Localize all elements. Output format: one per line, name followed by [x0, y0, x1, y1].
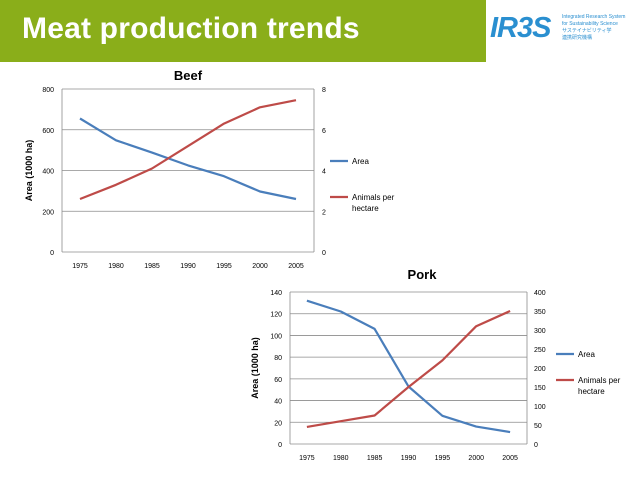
beef-y-axis-label: Area (1000 ha): [24, 140, 34, 202]
ir3s-logo: IR3S Integrated Research System for Sust…: [486, 0, 638, 62]
pork-y-tick-label: 80: [274, 355, 282, 362]
beef-legend-label-animals-per-hectare: hectare: [352, 204, 379, 213]
pork-legend-label-animals-per-hectare: hectare: [578, 387, 605, 396]
beef-x-tick-label: 1990: [180, 263, 196, 270]
pork-y-tick-label: 40: [274, 399, 282, 406]
logo-tagline-4: 連携研究機構: [562, 35, 593, 41]
beef-legend-label-animals-per-hectare: Animals per: [352, 193, 395, 202]
beef-y2-tick-label: 4: [322, 169, 326, 176]
pork-y2-tick-label: 100: [534, 404, 546, 411]
pork-x-tick-label: 1995: [435, 455, 451, 462]
pork-x-tick-label: 2000: [468, 455, 484, 462]
beef-x-tick-label: 2005: [288, 263, 304, 270]
beef-x-tick-label: 1980: [108, 263, 124, 270]
pork-x-tick-label: 1990: [401, 455, 417, 462]
pork-y-tick-label: 100: [270, 333, 282, 340]
pork-y-tick-label: 140: [270, 290, 282, 297]
beef-y-tick-label: 0: [50, 250, 54, 257]
logo-tagline-3: サステイナビリティ学: [562, 28, 612, 34]
beef-y2-tick-label: 6: [322, 128, 326, 135]
pork-legend-label-area: Area: [578, 350, 595, 359]
pork-y2-tick-label: 200: [534, 366, 546, 373]
pork-y2-tick-label: 0: [534, 442, 538, 449]
beef-x-tick-label: 1995: [216, 263, 232, 270]
beef-x-tick-label: 2000: [252, 263, 268, 270]
pork-y-tick-label: 60: [274, 377, 282, 384]
pork-series-area-line: [306, 299, 511, 434]
beef-x-tick-label: 1985: [144, 263, 160, 270]
beef-series-animals-per-hectare-line: [79, 99, 297, 201]
pork-chart-title: Pork: [408, 267, 438, 282]
beef-y2-tick-label: 8: [322, 87, 326, 94]
pork-y-tick-label: 0: [278, 442, 282, 449]
logo-tagline-2: for Sustainability Science: [562, 21, 618, 27]
beef-series-area-line: [79, 117, 297, 201]
beef-y2-tick-label: 2: [322, 209, 326, 216]
pork-y2-tick-label: 50: [534, 423, 542, 430]
pork-y-tick-label: 20: [274, 420, 282, 427]
logo-tagline-1: Integrated Research System: [562, 14, 626, 20]
pork-x-tick-label: 2005: [502, 455, 518, 462]
beef-y2-tick-label: 0: [322, 250, 326, 257]
beef-x-tick-label: 1975: [72, 263, 88, 270]
beef-legend-label-area: Area: [352, 157, 369, 166]
beef-y-tick-label: 200: [42, 209, 54, 216]
pork-y-axis-label: Area (1000 ha): [250, 337, 260, 399]
pork-y2-tick-label: 250: [534, 347, 546, 354]
beef-y-tick-label: 400: [42, 169, 54, 176]
pork-x-tick-label: 1980: [333, 455, 349, 462]
pork-y-tick-label: 120: [270, 312, 282, 319]
pork-series-animals-per-hectare-line: [306, 309, 511, 428]
beef-y-tick-label: 800: [42, 87, 54, 94]
pork-x-tick-label: 1985: [367, 455, 383, 462]
pork-x-tick-label: 1975: [299, 455, 315, 462]
pork-legend-label-animals-per-hectare: Animals per: [578, 376, 621, 385]
beef-y-tick-label: 600: [42, 128, 54, 135]
pork-y2-tick-label: 350: [534, 309, 546, 316]
logo-text: IR3S: [490, 12, 551, 44]
pork-y2-tick-label: 300: [534, 328, 546, 335]
title-bar: Meat production trends: [0, 0, 486, 62]
pork-y2-tick-label: 150: [534, 385, 546, 392]
page-title: Meat production trends: [22, 12, 360, 45]
pork-y2-tick-label: 400: [534, 290, 546, 297]
beef-chart-title: Beef: [174, 68, 203, 83]
